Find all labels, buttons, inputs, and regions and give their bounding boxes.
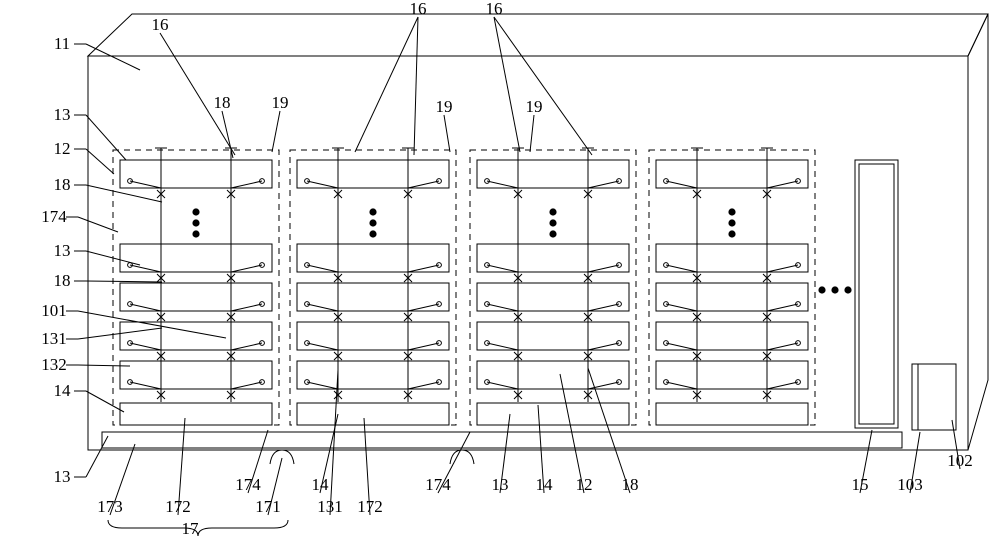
callout-label: 18 <box>622 475 639 494</box>
svg-text:132: 132 <box>41 355 67 374</box>
svg-text:13: 13 <box>54 105 71 124</box>
callout-16: 16 <box>486 0 593 155</box>
callout-132: 132 <box>41 355 130 374</box>
rack-column <box>113 148 279 425</box>
callout-12: 12 <box>54 139 115 174</box>
callout-13: 13 <box>492 414 511 494</box>
callout-label: 16 <box>410 0 427 18</box>
svg-text:18: 18 <box>54 175 71 194</box>
engineering-diagram: 11 13 12 18 174 13 18 101 131 132 14 13 16 18 19 16 19 16… <box>0 0 1000 539</box>
callout-174: 174 <box>235 430 268 494</box>
rack-column <box>290 148 456 425</box>
svg-text:13: 13 <box>54 467 71 486</box>
callout-18: 18 <box>54 271 163 290</box>
callout-13: 13 <box>54 436 109 486</box>
rack-column <box>470 148 636 425</box>
callout-label: 19 <box>272 93 289 112</box>
callout-174: 174 <box>41 207 118 232</box>
svg-text:11: 11 <box>54 34 70 53</box>
callout-131: 131 <box>41 328 162 348</box>
callout-103: 103 <box>897 432 923 494</box>
callout-19: 19 <box>272 93 289 152</box>
rack-column <box>649 148 815 425</box>
svg-text:101: 101 <box>41 301 67 320</box>
svg-text:17: 17 <box>182 519 200 538</box>
callout-174: 174 <box>425 432 470 494</box>
svg-text:12: 12 <box>54 139 71 158</box>
callout-173: 173 <box>97 444 135 516</box>
callout-172: 172 <box>165 418 191 516</box>
svg-text:131: 131 <box>41 329 67 348</box>
callout-16: 16 <box>355 0 427 155</box>
callout-label: 19 <box>526 97 543 116</box>
callout-label: 18 <box>214 93 231 112</box>
svg-text:174: 174 <box>41 207 67 226</box>
callout-label: 16 <box>152 15 169 34</box>
callout-14: 14 <box>312 414 339 494</box>
callout-14: 14 <box>54 381 125 412</box>
svg-text:13: 13 <box>54 241 71 260</box>
callout-label: 16 <box>486 0 503 18</box>
callout-15: 15 <box>852 430 873 494</box>
callout-131: 131 <box>317 370 343 516</box>
callout-101: 101 <box>41 301 226 338</box>
callout-172: 172 <box>357 418 383 516</box>
callout-label: 19 <box>436 97 453 116</box>
callout-13: 13 <box>54 241 141 265</box>
callout-19: 19 <box>526 97 543 152</box>
callout-label: 174 <box>425 475 451 494</box>
callout-11: 11 <box>54 34 140 70</box>
callout-label: 173 <box>97 497 123 516</box>
callout-19: 19 <box>436 97 453 152</box>
svg-text:18: 18 <box>54 271 71 290</box>
callout-16: 16 <box>152 15 236 155</box>
svg-text:14: 14 <box>54 381 72 400</box>
